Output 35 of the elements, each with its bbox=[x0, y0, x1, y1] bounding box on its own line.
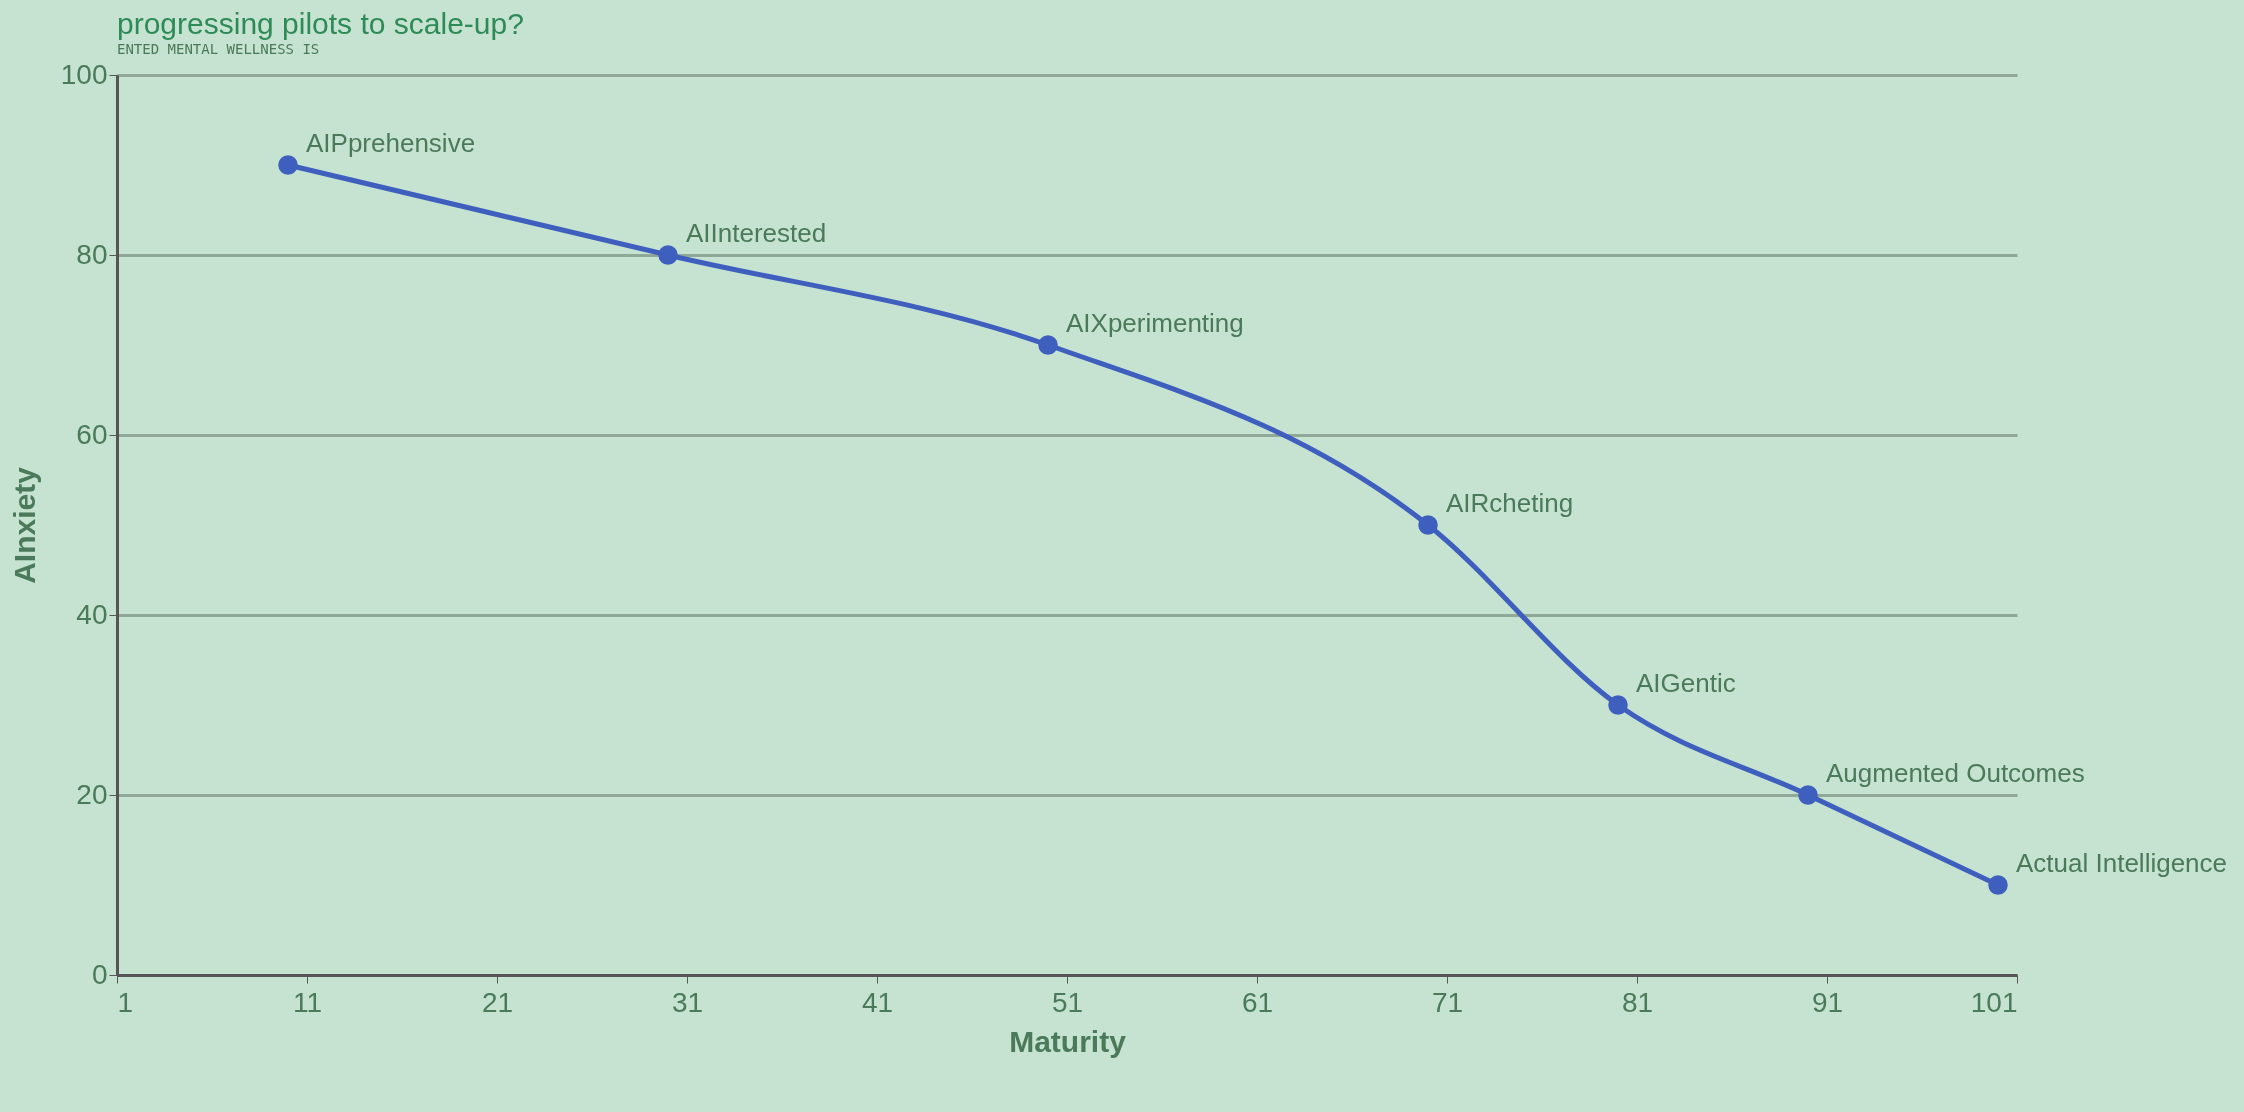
point bbox=[658, 245, 678, 265]
text: ENTED MENTAL WELLNESS IS bbox=[117, 41, 320, 57]
point bbox=[1988, 875, 2008, 895]
annotation: AIRcheting bbox=[1446, 488, 1574, 518]
x-tick-label: 1 bbox=[117, 986, 134, 1018]
annotation: AIPprehensive bbox=[306, 128, 476, 158]
y-tick-label: 0 bbox=[91, 958, 108, 990]
y-tick-label: 100 bbox=[60, 58, 108, 90]
point bbox=[1418, 515, 1438, 535]
x-tick-label: 51 bbox=[1051, 986, 1084, 1018]
text: progressing pilots to scale-up? bbox=[117, 7, 524, 40]
x-tick-label: 91 bbox=[1811, 986, 1844, 1018]
y-tick-label: 20 bbox=[76, 778, 108, 810]
x-tick-label: 81 bbox=[1621, 986, 1654, 1018]
x-axis-title: Maturity bbox=[1009, 1024, 1127, 1058]
x-tick-label: 21 bbox=[481, 986, 514, 1018]
annotation: Augmented Outcomes bbox=[1826, 758, 2085, 788]
annotation: AIGentic bbox=[1636, 668, 1736, 698]
y-tick-label: 40 bbox=[76, 598, 108, 630]
point bbox=[278, 155, 298, 175]
x-tick-label: 41 bbox=[861, 986, 894, 1018]
x-tick-label: 11 bbox=[292, 986, 323, 1018]
y-axis-title: AInxiety bbox=[7, 466, 41, 584]
y-tick-label: 80 bbox=[76, 238, 108, 270]
x-tick-label: 31 bbox=[671, 986, 704, 1018]
annotation: Actual Intelligence bbox=[2016, 848, 2228, 878]
point bbox=[1608, 695, 1628, 715]
annotation: AIInterested bbox=[686, 218, 827, 248]
point bbox=[1798, 785, 1818, 805]
x-tick-label: 61 bbox=[1241, 986, 1274, 1018]
annotation: AIXperimenting bbox=[1066, 308, 1244, 338]
y-tick-label: 60 bbox=[76, 418, 108, 450]
x-tick-label: 71 bbox=[1431, 986, 1464, 1018]
point bbox=[1038, 335, 1058, 355]
x-tick-label: 101 bbox=[1970, 986, 2018, 1018]
